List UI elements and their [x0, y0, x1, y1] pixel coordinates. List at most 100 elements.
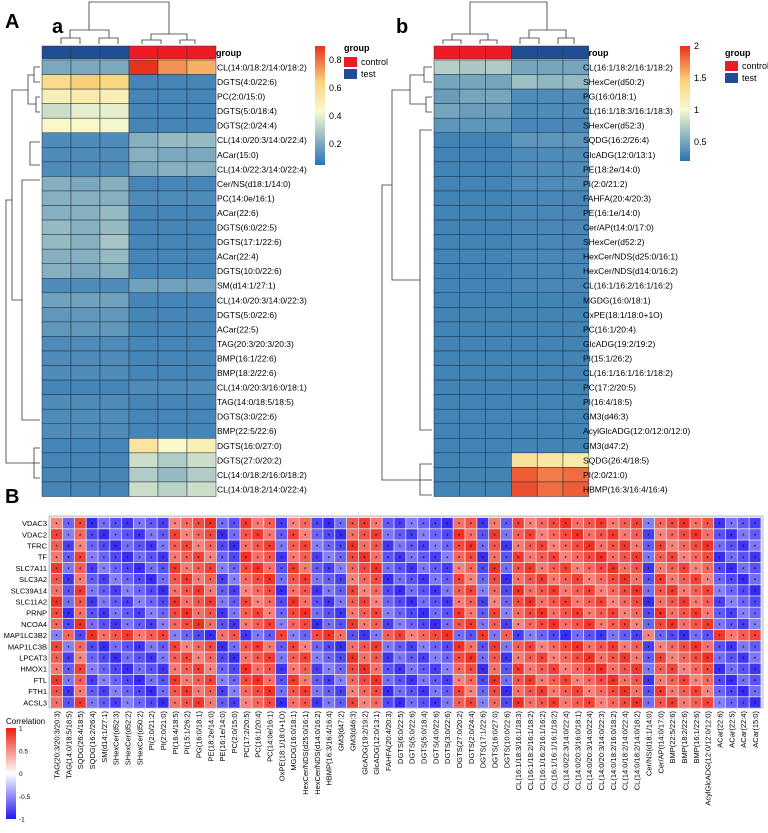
- heatmap-cell: [459, 147, 486, 163]
- significance-marker: *: [576, 545, 579, 551]
- significance-marker: *: [387, 612, 390, 618]
- significance-marker: *: [600, 534, 603, 540]
- heatmap-cell: [41, 481, 72, 497]
- significance-marker: *: [67, 657, 70, 663]
- significance-marker: *: [659, 635, 662, 641]
- correlation-cell: [204, 630, 216, 641]
- significance-marker: *: [174, 635, 177, 641]
- row-label: DGTS(3:0/22:6): [217, 412, 277, 422]
- significance-marker: *: [541, 590, 544, 596]
- correlation-cell: [560, 596, 572, 607]
- correlation-cell: [512, 630, 524, 641]
- correlation-cell: [560, 574, 572, 585]
- correlation-cell: [181, 551, 193, 562]
- heatmap-cell: [99, 59, 130, 75]
- correlation-row-label: TFRC: [27, 541, 48, 550]
- significance-marker: *: [636, 691, 639, 697]
- significance-marker: *: [304, 534, 307, 540]
- correlation-cell: [145, 540, 157, 551]
- correlation-cell: [157, 663, 169, 674]
- heatmap-cell: [186, 481, 217, 497]
- significance-marker: *: [174, 601, 177, 607]
- correlation-cell: [524, 630, 536, 641]
- correlation-cell: [666, 652, 678, 663]
- significance-marker: *: [387, 657, 390, 663]
- correlation-cell: [216, 686, 228, 697]
- significance-marker: *: [683, 624, 686, 630]
- heatmap-cell: [433, 278, 461, 294]
- heatmap-cell: [157, 219, 188, 235]
- correlation-cell: [358, 607, 370, 618]
- correlation-cell: [631, 641, 643, 652]
- correlation-column-label: HexCer/NDS(d25:0/16:1): [301, 711, 310, 795]
- correlation-cell: [323, 618, 335, 630]
- heatmap-cell: [485, 278, 512, 294]
- significance-marker: *: [387, 691, 390, 697]
- correlation-cell: [595, 529, 607, 540]
- correlation-cell: [204, 686, 216, 697]
- correlation-cell: [169, 529, 181, 540]
- significance-marker: *: [411, 590, 414, 596]
- significance-marker: *: [280, 624, 283, 630]
- significance-marker: *: [162, 668, 165, 674]
- correlation-cell: [524, 618, 536, 630]
- correlation-cell: [98, 540, 110, 551]
- correlation-cell: [666, 630, 678, 641]
- correlation-cell: [678, 663, 690, 674]
- significance-marker: *: [612, 624, 615, 630]
- correlation-cell: [51, 674, 63, 686]
- correlation-cell: [110, 529, 122, 540]
- significance-marker: *: [280, 568, 283, 574]
- correlation-cell: [370, 540, 382, 551]
- correlation-cell: [62, 686, 74, 697]
- correlation-cell: [51, 574, 63, 585]
- correlation-cell: [441, 596, 453, 607]
- significance-marker: *: [115, 657, 118, 663]
- correlation-cell: [571, 674, 583, 686]
- significance-marker: *: [268, 568, 271, 574]
- correlation-cell: [169, 697, 181, 708]
- significance-marker: *: [458, 579, 461, 585]
- correlation-cell: [145, 574, 157, 585]
- heatmap-cell: [99, 394, 130, 410]
- significance-marker: *: [553, 556, 556, 562]
- significance-marker: *: [730, 590, 733, 596]
- correlation-cell: [181, 686, 193, 697]
- correlation-cell: [74, 663, 86, 674]
- heatmap-cell: [99, 88, 130, 104]
- correlation-cell: [643, 663, 655, 674]
- correlation-cell: [299, 529, 311, 540]
- heatmap-cell: [157, 132, 188, 148]
- correlation-cell: [560, 562, 572, 574]
- significance-marker: *: [245, 534, 248, 540]
- correlation-cell: [228, 596, 240, 607]
- significance-marker: *: [79, 624, 82, 630]
- significance-marker: *: [197, 545, 200, 551]
- significance-marker: *: [67, 590, 70, 596]
- heatmap-cell: [485, 307, 512, 323]
- heatmap-cell: [41, 467, 72, 483]
- heatmap-cell: [157, 365, 188, 381]
- correlation-cell: [429, 607, 441, 618]
- significance-marker: *: [316, 702, 319, 708]
- heatmap-cell: [41, 59, 72, 75]
- heatmap-cell: [128, 292, 159, 308]
- correlation-cell: [370, 697, 382, 708]
- significance-marker: *: [328, 601, 331, 607]
- significance-marker: *: [399, 579, 402, 585]
- heatmap-cell: [511, 59, 538, 75]
- correlation-cell: [169, 618, 181, 630]
- group-legend-a: group control test: [344, 43, 388, 79]
- significance-marker: *: [742, 635, 745, 641]
- significance-marker: *: [257, 624, 260, 630]
- correlation-cell: [548, 630, 560, 641]
- heatmap-cell: [128, 176, 159, 192]
- correlation-cell: [323, 674, 335, 686]
- significance-marker: *: [517, 657, 520, 663]
- significance-marker: *: [671, 534, 674, 540]
- correlation-row-label: FTL: [34, 676, 47, 685]
- significance-marker: *: [387, 680, 390, 686]
- heatmap-cell: [70, 59, 101, 75]
- correlation-cell: [666, 518, 678, 529]
- correlation-cell: [358, 551, 370, 562]
